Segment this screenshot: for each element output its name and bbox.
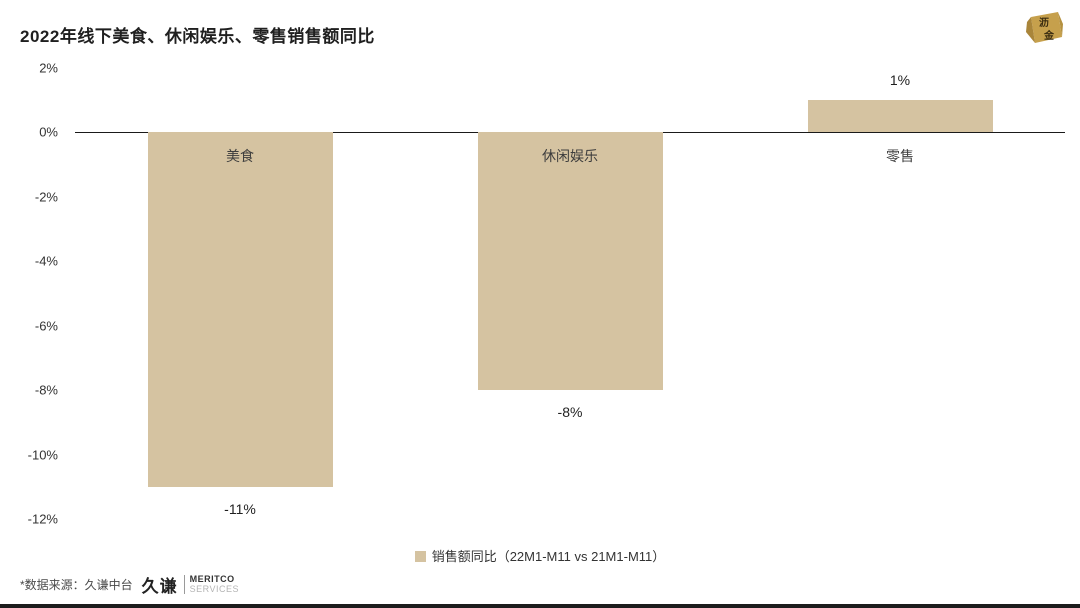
legend-color-swatch	[414, 551, 426, 562]
brand-sub-bottom: SERVICES	[189, 583, 240, 594]
y-axis-tick-label: -6%	[34, 318, 58, 334]
data-source-note: *数据来源：久谦中台	[20, 578, 133, 592]
bar-retail	[807, 100, 993, 133]
bar-leisure-entertainment	[477, 132, 663, 391]
footer: *数据来源：久谦中台 久谦 MERITCO SERVICES	[20, 572, 239, 597]
gold-ingot-icon: 沥 金	[1026, 12, 1063, 43]
y-axis-tick-label: -8%	[34, 382, 58, 398]
category-label-food: 美食	[226, 148, 254, 165]
value-label-food: -11%	[224, 500, 256, 517]
y-axis-tick-label: -12%	[27, 511, 58, 527]
bottom-divider-rule	[0, 604, 1080, 608]
logo-char-top: 沥	[1039, 16, 1049, 29]
y-axis-tick-label: -4%	[34, 253, 58, 269]
y-axis-tick-label: -10%	[27, 447, 58, 463]
category-label-leisure-entertainment: 休闲娱乐	[542, 148, 598, 165]
logo-char-bottom: 金	[1043, 29, 1055, 42]
bar-food	[147, 132, 333, 487]
value-label-retail: 1%	[889, 72, 911, 89]
y-axis-tick-label: 2%	[39, 60, 58, 76]
chart-title: 2022年线下美食、休闲娱乐、零售销售额同比	[20, 27, 375, 46]
y-axis-tick-label: -2%	[34, 189, 58, 205]
meritco-brand-logo: 久谦 MERITCO SERVICES	[142, 572, 239, 597]
brand-name: 久谦	[141, 577, 178, 596]
category-label-retail: 零售	[886, 148, 914, 165]
chart-legend: 销售额同比（22M1-M11 vs 21M1-M11）	[0, 546, 1080, 565]
value-label-leisure-entertainment: -8%	[557, 404, 583, 421]
lijin-gold-logo: 沥 金	[1022, 10, 1064, 52]
legend-label: 销售额同比（22M1-M11 vs 21M1-M11）	[431, 549, 666, 564]
brand-sub-top: MERITCO	[189, 573, 235, 584]
brand-subtitle: MERITCO SERVICES	[183, 573, 240, 595]
y-axis-tick-label: 0%	[39, 124, 58, 140]
